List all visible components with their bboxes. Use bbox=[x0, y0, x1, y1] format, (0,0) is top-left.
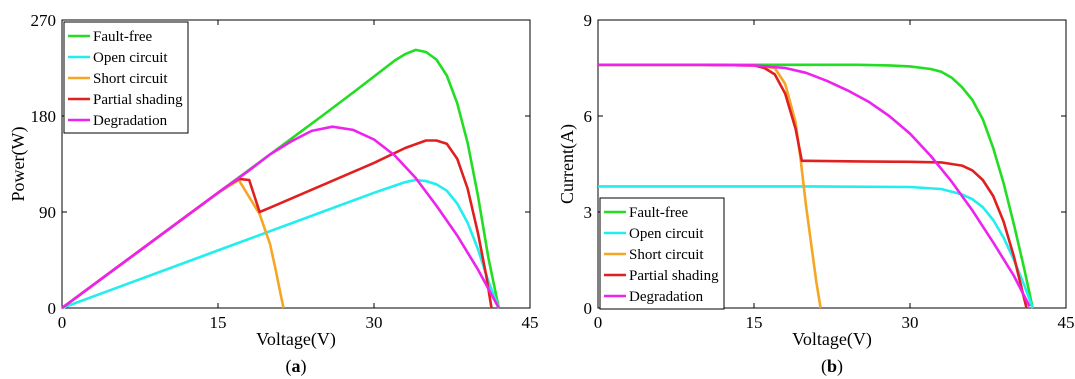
legend-label: Partial shading bbox=[93, 92, 183, 108]
x-tick-label: 0 bbox=[58, 313, 67, 332]
y-tick-label: 3 bbox=[584, 203, 593, 222]
legend-label: Partial shading bbox=[629, 268, 719, 284]
panel-caption: (a) bbox=[286, 356, 307, 377]
legend-label: Degradation bbox=[629, 289, 704, 305]
caption-close-paren: ) bbox=[837, 356, 843, 377]
x-tick-label: 15 bbox=[746, 313, 763, 332]
series-line-short-circuit bbox=[61, 178, 285, 310]
series-line-partial-shading bbox=[598, 63, 1028, 309]
legend-label: Degradation bbox=[93, 113, 168, 129]
y-axis-label: Power(W) bbox=[8, 127, 29, 202]
panel-b-current-voltage: 0 15 30 45 0 3 6 9 Voltage(V) Current(A) Fault-fre… bbox=[557, 11, 1075, 377]
caption-open-paren: ( bbox=[286, 356, 292, 377]
caption-letter: b bbox=[827, 356, 837, 376]
panel-caption: (b) bbox=[821, 356, 843, 377]
x-tick-label: 45 bbox=[1058, 313, 1075, 332]
legend-label: Open circuit bbox=[629, 226, 704, 242]
series-line-fault-free bbox=[598, 63, 1034, 309]
series-line-degradation bbox=[598, 63, 1031, 307]
y-tick-label: 9 bbox=[584, 11, 593, 30]
legend-label: Short circuit bbox=[93, 71, 168, 87]
y-tick-label: 0 bbox=[584, 299, 593, 318]
legend-label: Short circuit bbox=[629, 247, 704, 263]
panel-a-power-voltage: 0 15 30 45 0 90 180 270 Voltage(V) Power(W) Fault-… bbox=[8, 11, 539, 377]
legend-label: Fault-free bbox=[629, 205, 688, 221]
y-tick-label: 6 bbox=[584, 107, 593, 126]
caption-letter: a bbox=[292, 356, 301, 376]
caption-open-paren: ( bbox=[821, 356, 827, 377]
x-tick-label: 45 bbox=[522, 313, 539, 332]
plot-frame bbox=[597, 19, 1067, 309]
legend-label: Open circuit bbox=[93, 50, 168, 66]
x-tick-label: 30 bbox=[366, 313, 383, 332]
y-tick-label: 270 bbox=[31, 11, 57, 30]
x-tick-label: 30 bbox=[902, 313, 919, 332]
x-axis-label: Voltage(V) bbox=[256, 329, 336, 350]
x-axis-label: Voltage(V) bbox=[792, 329, 872, 350]
y-axis-label: Current(A) bbox=[557, 124, 578, 204]
y-tick-label: 0 bbox=[48, 299, 57, 318]
legend-label: Fault-free bbox=[93, 29, 152, 45]
y-tick-label: 180 bbox=[31, 107, 57, 126]
series-line-degradation bbox=[61, 125, 500, 310]
caption-close-paren: ) bbox=[301, 356, 307, 377]
x-tick-label: 0 bbox=[594, 313, 603, 332]
y-tick-label: 90 bbox=[39, 203, 56, 222]
x-tick-label: 15 bbox=[210, 313, 227, 332]
plot-frame bbox=[61, 19, 531, 309]
